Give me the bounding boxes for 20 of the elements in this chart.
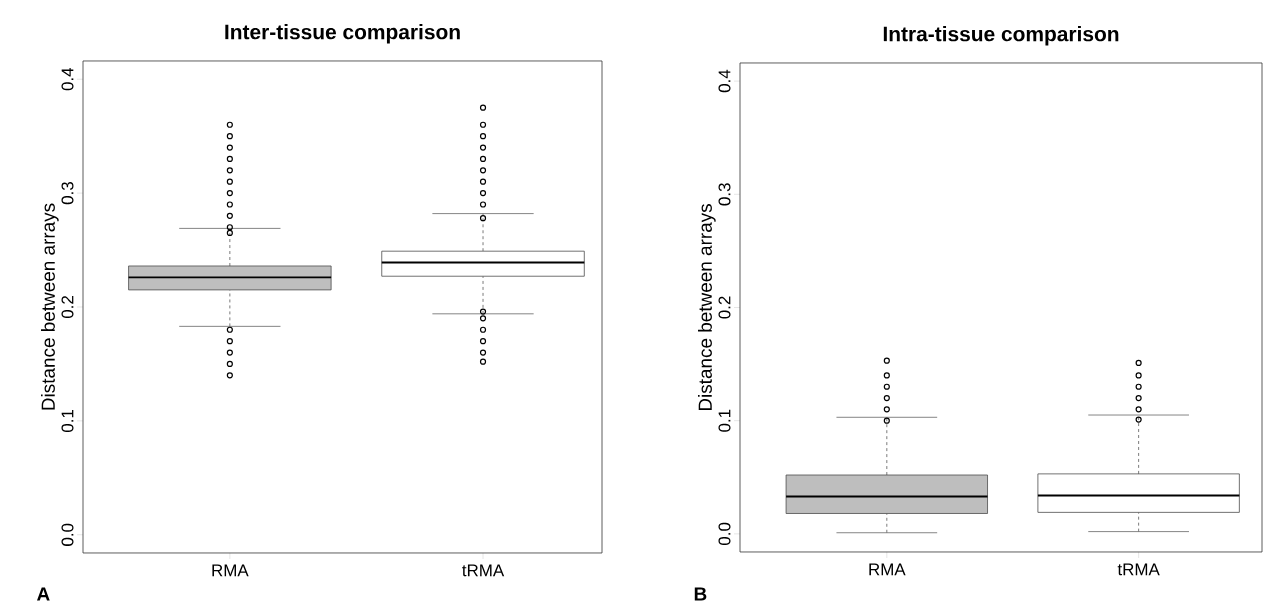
y-tick-label: 0.0 <box>718 522 731 545</box>
y-tick-label: 0.2 <box>61 296 74 319</box>
x-tick-label: tRMA <box>462 564 505 577</box>
x-tick-label: tRMA <box>1117 563 1160 576</box>
x-tick-label: RMA <box>869 563 906 576</box>
y-axis-title: Distance between arrays <box>41 203 59 410</box>
y-tick-label: 0.3 <box>718 183 731 206</box>
y-tick-label: 0.1 <box>718 409 731 432</box>
text: B <box>694 587 707 601</box>
y-tick-label: 0.3 <box>61 182 74 205</box>
text: A <box>37 587 50 601</box>
chart-title: Intra-tissue comparison <box>883 25 1119 46</box>
y-tick-label: 0.4 <box>718 69 731 93</box>
y-tick-label: 0.1 <box>61 409 74 432</box>
y-tick-label: 0.0 <box>61 523 74 546</box>
y-axis-title: Distance between arrays <box>698 204 716 411</box>
y-tick-label: 0.2 <box>718 296 731 319</box>
x-tick-label: RMA <box>212 564 249 577</box>
y-tick-label: 0.4 <box>61 67 74 91</box>
chart-title: Inter-tissue comparison <box>225 23 460 44</box>
